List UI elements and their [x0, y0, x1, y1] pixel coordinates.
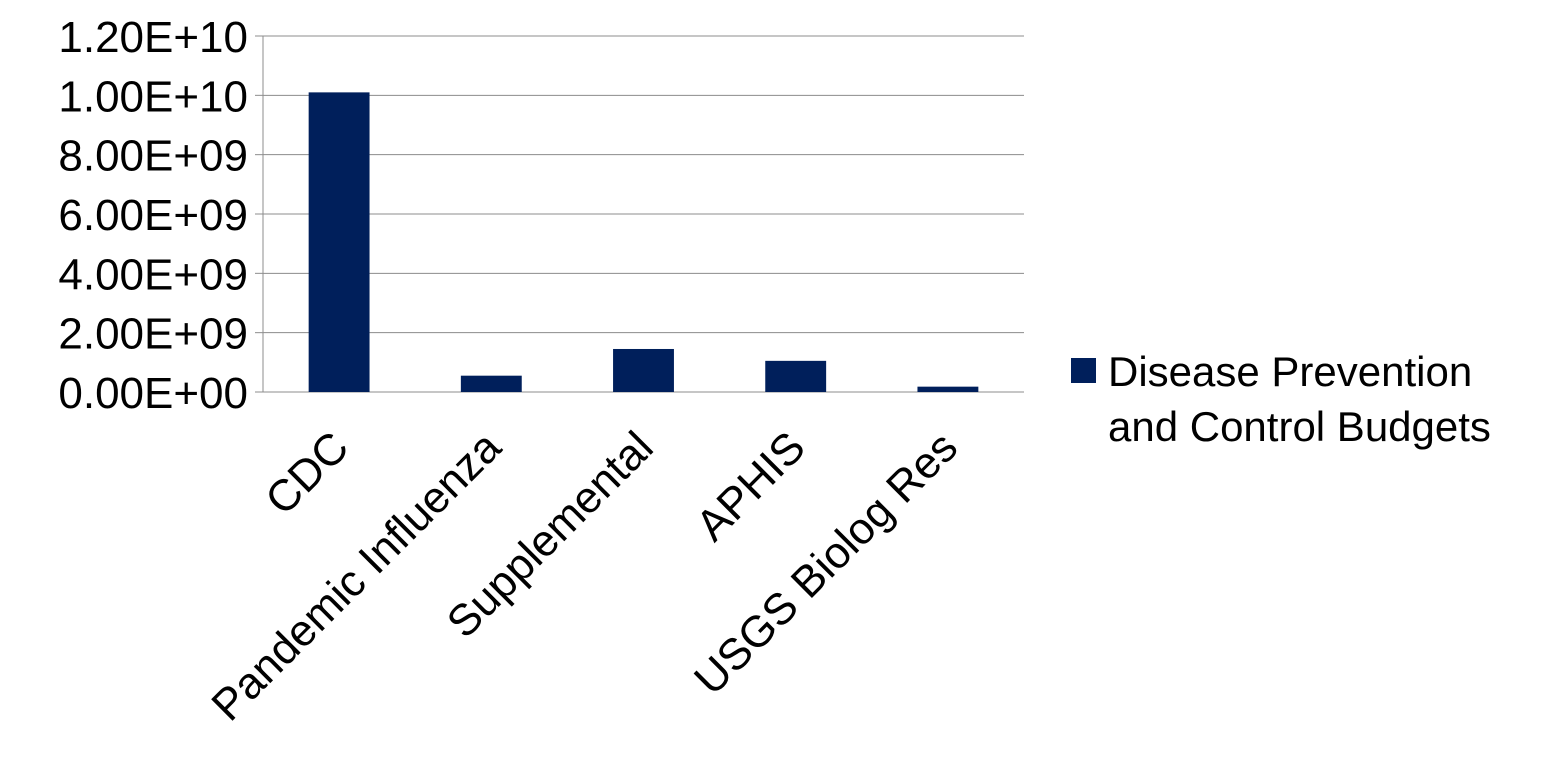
- bar-aphis: [765, 360, 827, 392]
- y-tick-label: 1.00E+10: [58, 72, 248, 121]
- y-tick-label: 6.00E+09: [58, 191, 248, 240]
- bar-usgs-biolog-res: [917, 386, 979, 392]
- legend: Disease Prevention and Control Budgets: [1071, 348, 1491, 450]
- legend-swatch: [1071, 358, 1096, 383]
- x-category-label: Pandemic Influenza: [202, 422, 510, 730]
- y-tick-label: 4.00E+09: [58, 250, 248, 299]
- bars: [308, 92, 979, 392]
- y-tick-label: 0.00E+00: [58, 369, 248, 418]
- bar-pandemic-influenza: [460, 375, 522, 392]
- y-tick-label: 8.00E+09: [58, 132, 248, 181]
- gridlines: [263, 35, 1024, 334]
- x-category-label: APHIS: [687, 422, 815, 550]
- bar-supplemental: [613, 348, 674, 392]
- bar-cdc: [308, 92, 370, 392]
- legend-label-line-2: and Control Budgets: [1108, 403, 1491, 450]
- y-tick-label: 2.00E+09: [58, 310, 248, 359]
- y-tick-labels: 0.00E+00 2.00E+09 4.00E+09 6.00E+09 8.00E+09…: [58, 13, 248, 418]
- x-category-label: USGS Biolog Res: [685, 422, 967, 704]
- y-tick-label: 1.20E+10: [58, 13, 248, 62]
- x-category-label: CDC: [256, 422, 358, 524]
- legend-label-line-1: Disease Prevention: [1108, 348, 1472, 395]
